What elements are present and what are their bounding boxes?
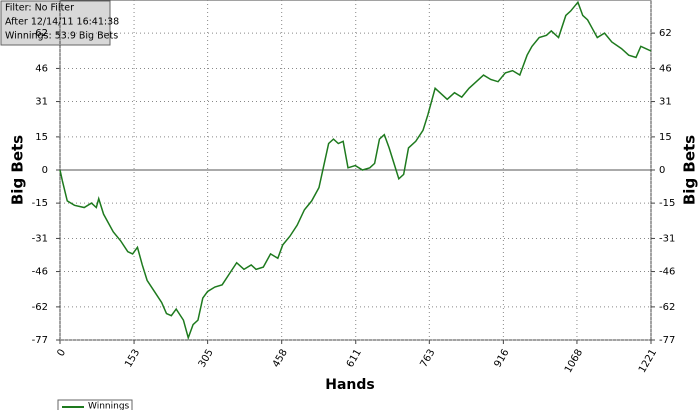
- y-tick-label: 46: [35, 63, 48, 74]
- x-axis-label: Hands: [325, 377, 375, 393]
- info-text: Filter: No Filter: [5, 3, 74, 14]
- y-tick-label: -62: [32, 302, 48, 313]
- y-axis-label: Big Bets: [9, 135, 27, 205]
- info-text: Winnings: 53.9 Big Bets: [5, 31, 118, 42]
- y-tick-label: -77: [32, 335, 48, 346]
- y2-axis-label: Big Bets: [681, 135, 699, 205]
- y2-tick-label: -31: [659, 233, 675, 244]
- y2-tick-label: 62: [659, 28, 672, 39]
- legend-label: Winnings: [88, 402, 130, 411]
- y-tick-label: -46: [32, 267, 48, 278]
- y-tick-label: 62: [35, 28, 48, 39]
- y-tick-label: -31: [32, 233, 48, 244]
- y2-tick-label: -62: [659, 302, 675, 313]
- y2-tick-label: 0: [659, 165, 665, 176]
- info-text: After 12/14/11 16:41:38: [5, 17, 119, 28]
- x-tick-label: 0: [55, 348, 68, 359]
- y-tick-label: 0: [42, 165, 48, 176]
- info-box-frame: [0, 0, 111, 46]
- y-tick-label: -15: [32, 198, 48, 209]
- data-line: [59, 0, 652, 341]
- y-tick-label: 31: [35, 97, 48, 108]
- legend: Winnings: [57, 399, 133, 414]
- y2-tick-label: -15: [659, 198, 675, 209]
- y2-tick-label: -77: [659, 335, 675, 346]
- y2-tick-label: 15: [659, 132, 672, 143]
- y2-tick-label: 46: [659, 63, 672, 74]
- y-tick-label: 15: [35, 132, 48, 143]
- y2-tick-label: 31: [659, 97, 672, 108]
- y2-tick-label: -46: [659, 267, 675, 278]
- info-box: Filter: No Filter After 12/14/11 16:41:3…: [0, 0, 119, 46]
